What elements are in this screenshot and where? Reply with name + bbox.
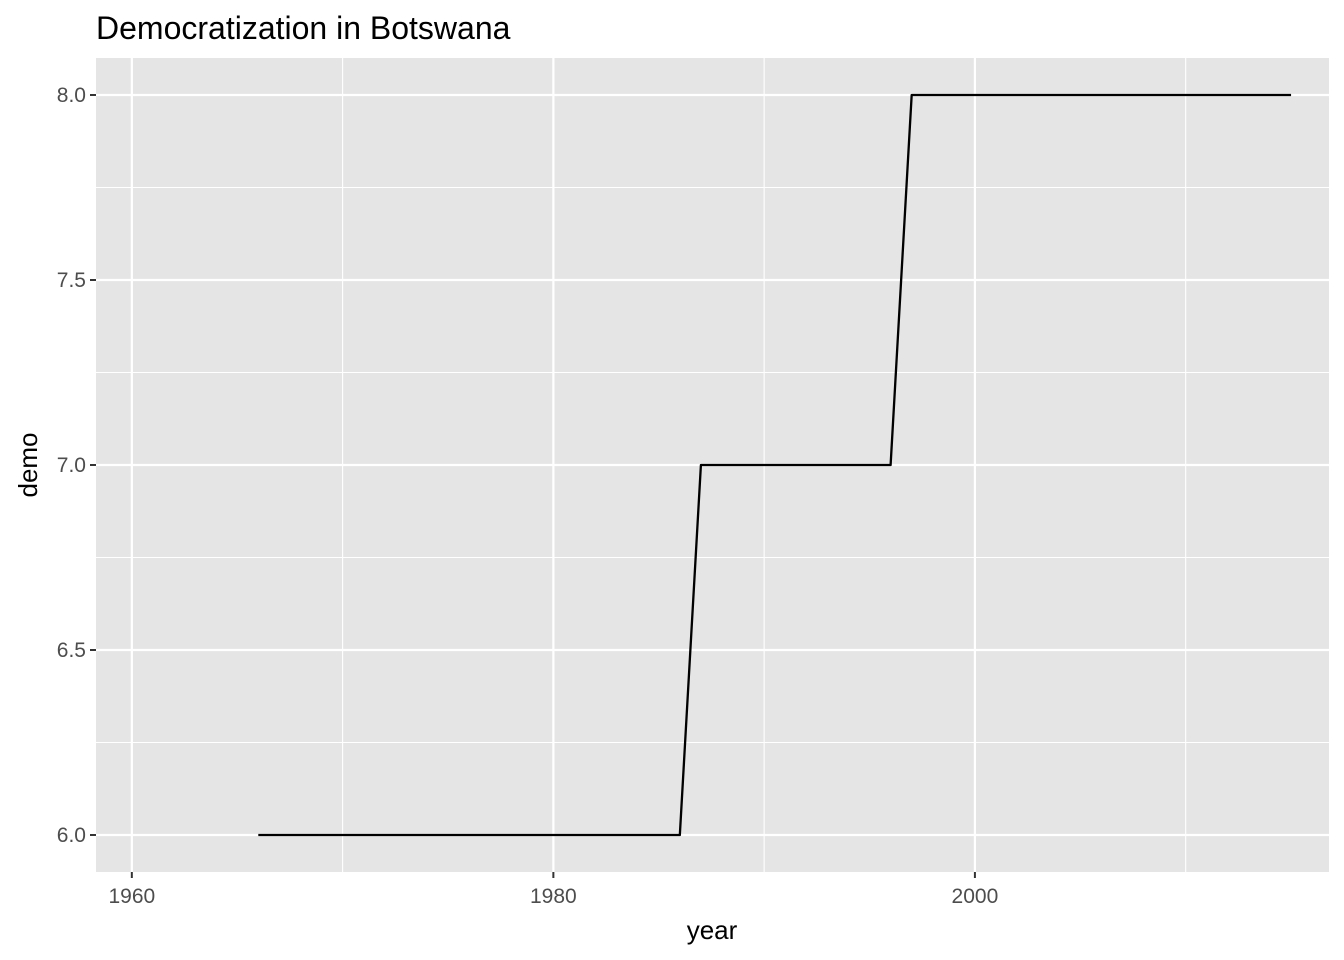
y-tick-label: 7.0 [57,454,86,477]
y-tick-label: 7.5 [57,269,86,292]
series-layer [258,93,1292,837]
x-tick-label: 1960 [108,885,155,908]
y-axis: 6.0 6.5 7.0 7.5 8.0 [57,84,96,847]
data-line [258,93,1292,837]
y-tick-label: 6.5 [57,639,86,662]
x-tick-label: 1980 [530,885,577,908]
chart-title: Democratization in Botswana [96,10,511,46]
y-axis-title: demo [13,432,43,497]
x-axis: 1960 1980 2000 [108,872,998,908]
x-axis-title: year [687,915,738,945]
y-tick-label: 6.0 [57,824,86,847]
y-tick-label: 8.0 [57,84,86,107]
x-tick-label: 2000 [952,885,999,908]
